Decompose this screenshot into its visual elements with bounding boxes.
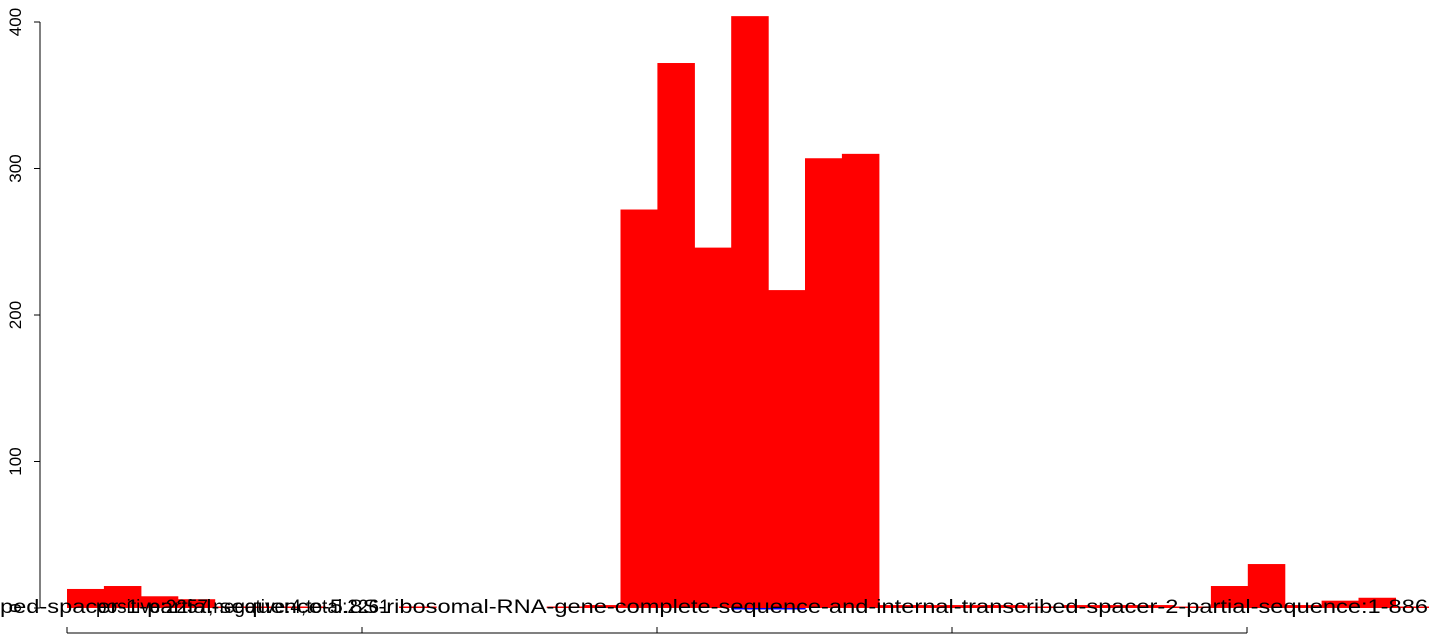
- bar-positive-22: [842, 154, 880, 608]
- bars-group: [67, 16, 1429, 609]
- bar-positive-21: [805, 158, 843, 608]
- bar-positive-16: [621, 210, 659, 608]
- bar-positive-19: [731, 16, 769, 608]
- y-tick-label-200: 200: [6, 301, 25, 329]
- overlay-label-sequence-name: ped-spacer-1-partial-sequence-5.8S-ribos…: [0, 597, 1428, 618]
- x-axis: [67, 627, 1247, 633]
- bar-positive-17: [657, 63, 695, 608]
- y-tick-label-400: 400: [6, 8, 25, 36]
- y-tick-label-100: 100: [6, 447, 25, 475]
- bar-positive-18: [694, 248, 732, 608]
- y-tick-label-300: 300: [6, 154, 25, 182]
- overlay-labels: positive:2257,negative:4,total:2261 ped-…: [0, 597, 1428, 618]
- bar-positive-20: [768, 290, 806, 608]
